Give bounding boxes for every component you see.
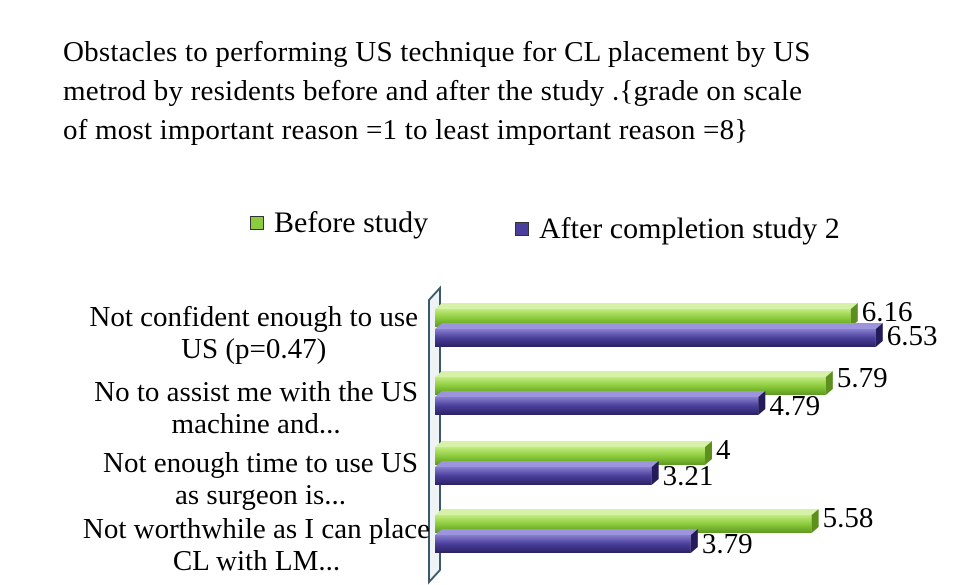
data-label: 6.53 (887, 320, 938, 352)
legend-label-before: Before study (274, 206, 429, 239)
bar-top-after (435, 323, 883, 329)
data-label: 4 (716, 434, 731, 466)
data-label: 5.58 (823, 502, 874, 534)
bar-top-before (435, 371, 833, 377)
axis-wall (428, 285, 441, 585)
chart-title: Obstacles to performing US technique for… (63, 36, 811, 146)
bar-after (435, 397, 759, 415)
bar-side-after (690, 529, 698, 553)
bar-after (435, 467, 652, 485)
bar-side-before (811, 509, 819, 533)
bar-before (435, 309, 851, 327)
category-label: US (p=0.47) (181, 333, 326, 365)
legend-label-after: After completion study 2 (539, 212, 840, 245)
category-label: as surgeon is... (175, 479, 346, 511)
category-label: CL with LM... (173, 545, 340, 577)
bar-top-after (435, 391, 766, 397)
category-label: Not worthwhile as I can place (83, 513, 430, 545)
legend-swatch-before (250, 216, 264, 230)
bar-side-before (825, 371, 833, 395)
value-labels: 6.166.53 5.79 4.79 43.21 5.58 3.79 (663, 296, 938, 560)
bar-side-after (651, 461, 659, 485)
bar-before (435, 377, 826, 395)
data-label: 3.21 (663, 460, 714, 492)
category-label: No to assist me with the US (94, 376, 418, 408)
bar-top-before (435, 509, 819, 515)
bar-before (435, 515, 812, 533)
legend-swatch-after (515, 222, 529, 236)
bar-after (435, 329, 876, 347)
chart-legend: Before study After completion study 2 (0, 206, 953, 250)
legend-item-after: After completion study 2 (515, 212, 840, 246)
bar-side-before (705, 441, 712, 465)
data-label: 4.79 (769, 390, 820, 422)
legend-item-before: Before study (250, 206, 428, 240)
bar-after (435, 535, 691, 553)
category-label: machine and... (172, 408, 341, 440)
bar-before (435, 447, 705, 465)
bar-top-before (435, 441, 712, 447)
bar-side-after (875, 323, 883, 347)
bar-top-after (435, 529, 698, 535)
bar-top-before (435, 303, 858, 309)
category-label: Not confident enough to use (89, 301, 418, 333)
bar-side-before (850, 303, 858, 327)
bars-group (435, 303, 883, 553)
data-label: 5.79 (837, 362, 888, 394)
data-label: 3.79 (702, 528, 753, 560)
data-label: 6.16 (862, 296, 913, 328)
bar-side-after (758, 391, 766, 415)
bar-top-after (435, 461, 659, 467)
category-label: Not enough time to use US (103, 447, 418, 479)
